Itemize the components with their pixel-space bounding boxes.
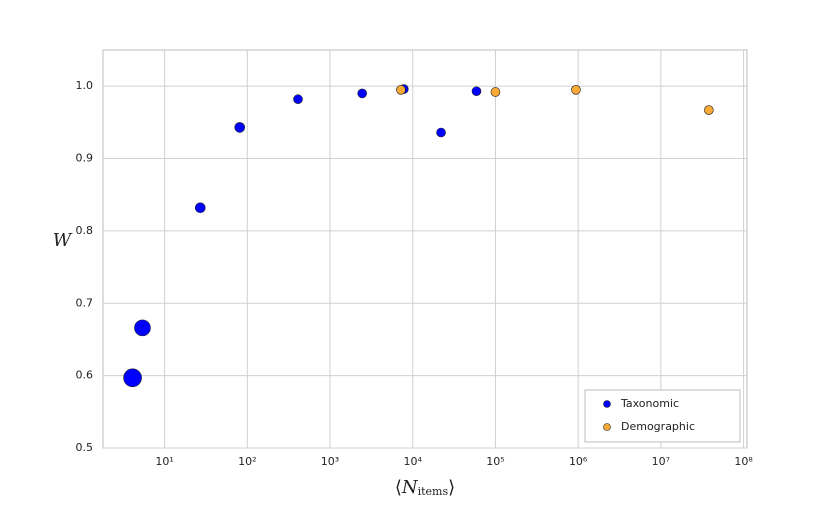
x-tick-label: 10⁷: [652, 455, 670, 468]
x-tick-label: 10³: [321, 455, 339, 468]
legend-label: Taxonomic: [620, 397, 679, 410]
x-tick-label: 10¹: [155, 455, 173, 468]
grid: [103, 50, 747, 449]
x-tick-label: 10⁴: [404, 455, 423, 468]
x-axis-label: ⟨Nitems⟩: [395, 477, 455, 498]
legend-marker: [603, 423, 611, 431]
point: [134, 319, 151, 337]
y-tick-label: 0.5: [76, 441, 94, 454]
y-tick-label: 0.7: [76, 296, 94, 309]
x-tick-label: 10²: [238, 455, 256, 468]
x-label-close: ⟩: [448, 477, 455, 498]
legend-marker: [603, 400, 611, 408]
point: [396, 85, 406, 95]
point: [293, 94, 303, 105]
point: [471, 86, 482, 97]
point: [123, 368, 142, 388]
legend-box: [584, 389, 741, 443]
y-tick-label: 1.0: [76, 79, 94, 92]
y-tick-label: 0.6: [76, 369, 94, 382]
y-tick-label: 0.9: [76, 152, 94, 165]
y-axis-label: W: [53, 230, 73, 251]
point: [704, 105, 714, 115]
point: [357, 88, 368, 99]
x-label-symbol: N: [401, 477, 419, 498]
x-tick-label: 10⁵: [486, 455, 504, 468]
point: [571, 85, 581, 95]
x-tick-label: 10⁶: [569, 455, 588, 468]
point: [490, 87, 501, 97]
point: [194, 202, 206, 214]
point: [234, 122, 246, 133]
y-tick-label: 0.8: [76, 224, 94, 237]
plot-area: [102, 49, 748, 449]
legend-label: Demographic: [621, 420, 695, 433]
point: [436, 127, 446, 138]
x-label-open: ⟨: [395, 477, 402, 498]
x-tick-label: 10⁸: [734, 455, 753, 468]
x-label-subscript: items: [418, 485, 449, 498]
